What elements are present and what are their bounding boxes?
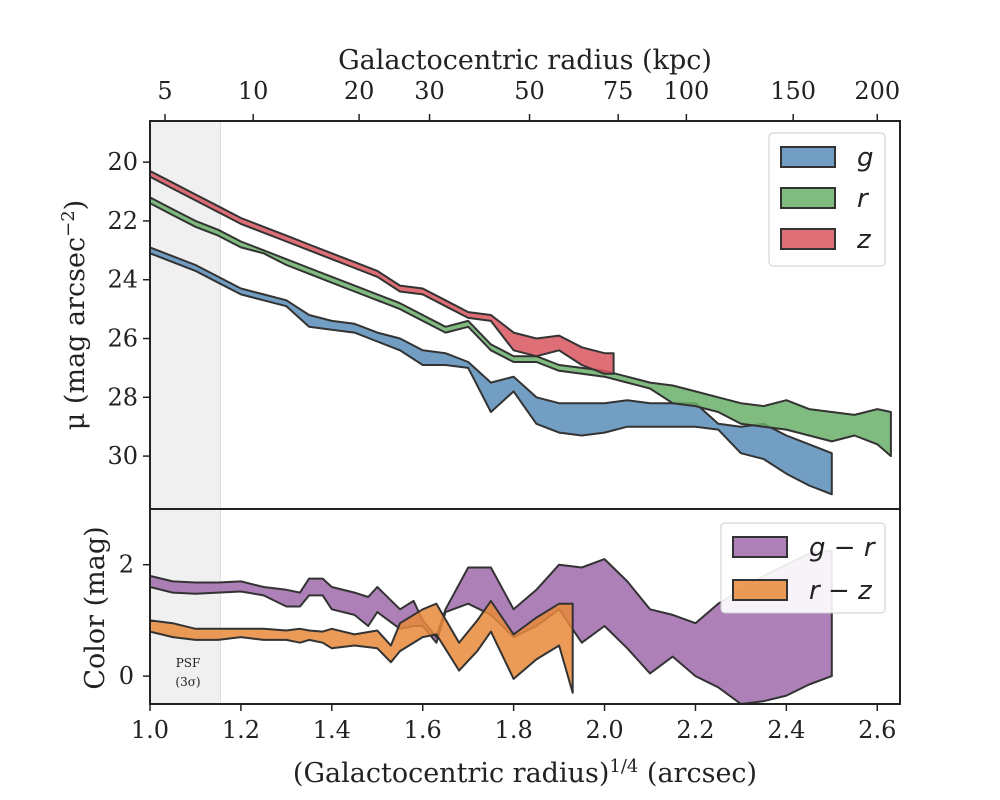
top-x-tick-label: 30 <box>414 77 445 105</box>
bottom-x-tick-label: 2.0 <box>585 716 623 744</box>
bottom-x-tick-label: 1.6 <box>404 716 442 744</box>
top-y-axis-title-close: ) <box>60 200 91 211</box>
color-series <box>149 549 833 705</box>
top-y-axis-title-main: μ (mag arcsec <box>60 237 91 430</box>
bottom-x-tick-label: 2.6 <box>858 716 896 744</box>
bottom-x-tick-label: 1.8 <box>495 716 533 744</box>
bottom-x-axis-title-main: (Galactocentric radius) <box>293 758 609 789</box>
bottom-x-axis-title: (Galactocentric radius)1/4 (arcsec) <box>293 756 757 790</box>
bottom-y-tick-label: 2 <box>119 551 134 579</box>
bottom-legend: g − r r − z <box>720 522 886 614</box>
psf-label-line2: (3σ) <box>175 675 200 689</box>
top-y-tick-label: 28 <box>107 383 138 411</box>
surface-brightness-series <box>149 170 892 496</box>
bottom-x-tick-label: 1.0 <box>131 716 169 744</box>
top-legend-label: z <box>856 225 872 255</box>
top-x-axis: 5 10 20 30 50 75 100 150 200 <box>157 77 900 121</box>
top-x-tick-label: 10 <box>238 77 269 105</box>
top-y-axis-title: μ (mag arcsec−2) <box>58 200 92 430</box>
surface-brightness-band-0 <box>149 246 833 496</box>
bottom-legend-swatch <box>732 579 788 601</box>
top-y-tick-label: 22 <box>107 207 138 235</box>
bottom-legend-label: r − z <box>809 576 873 606</box>
bottom-x-tick-label: 2.4 <box>767 716 805 744</box>
top-axis-title: Galactocentric radius (kpc) <box>338 45 712 76</box>
bottom-panel-frame <box>149 508 901 705</box>
top-x-tick-label: 20 <box>344 77 375 105</box>
surface-brightness-band-2 <box>149 170 615 375</box>
top-y-tick-label: 24 <box>107 266 138 294</box>
psf-label-line1: PSF <box>176 656 201 670</box>
psf-region-top <box>149 120 221 510</box>
top-x-tick-label: 50 <box>514 77 545 105</box>
bottom-x-axis: 1.0 1.2 1.4 1.6 1.8 2.0 2.2 2.4 2.6 <box>131 704 896 744</box>
bottom-y-tick-label: 0 <box>119 662 134 690</box>
bottom-x-tick-label: 1.2 <box>222 716 260 744</box>
psf-region-bottom <box>149 508 221 705</box>
top-legend-swatch <box>780 228 836 250</box>
top-x-tick-label: 150 <box>770 77 816 105</box>
bottom-legend-swatch <box>732 536 788 558</box>
surface-brightness-panel: 20 22 24 26 28 30 5 10 20 30 50 75 100 150 200 Galact… <box>58 45 901 510</box>
bottom-y-axis: 02 <box>119 551 150 690</box>
top-x-tick-label: 5 <box>157 77 172 105</box>
bottom-y-axis-title: Color (mag) <box>80 526 111 689</box>
top-x-tick-label: 200 <box>854 77 900 105</box>
top-x-tick-label: 100 <box>663 77 709 105</box>
top-legend-swatch <box>780 187 836 209</box>
bottom-x-tick-label: 1.4 <box>313 716 351 744</box>
bottom-x-axis-title-sup: 1/4 <box>609 756 638 777</box>
top-y-tick-label: 26 <box>107 325 138 353</box>
top-y-tick-label: 30 <box>107 442 138 470</box>
top-y-tick-label: 20 <box>107 148 138 176</box>
top-legend-label: r <box>857 184 870 214</box>
surface-brightness-band-1 <box>149 196 892 458</box>
bottom-x-tick-label: 2.2 <box>676 716 714 744</box>
top-y-axis: 20 22 24 26 28 30 <box>107 148 150 470</box>
top-legend: grz <box>768 132 886 267</box>
top-legend-swatch <box>780 146 836 168</box>
color-band-1 <box>149 599 574 694</box>
top-x-tick-label: 75 <box>603 77 634 105</box>
color-panel: 02 1.0 1.2 1.4 1.6 1.8 2.0 2.2 2.4 2.6 PSF (3σ) … <box>80 508 901 790</box>
color-band-0 <box>149 549 833 705</box>
bottom-legend-label: g − r <box>809 533 877 563</box>
bottom-x-axis-title-unit: (arcsec) <box>638 758 757 789</box>
top-legend-label: g <box>857 143 874 173</box>
top-y-axis-title-sup: −2 <box>58 210 79 237</box>
